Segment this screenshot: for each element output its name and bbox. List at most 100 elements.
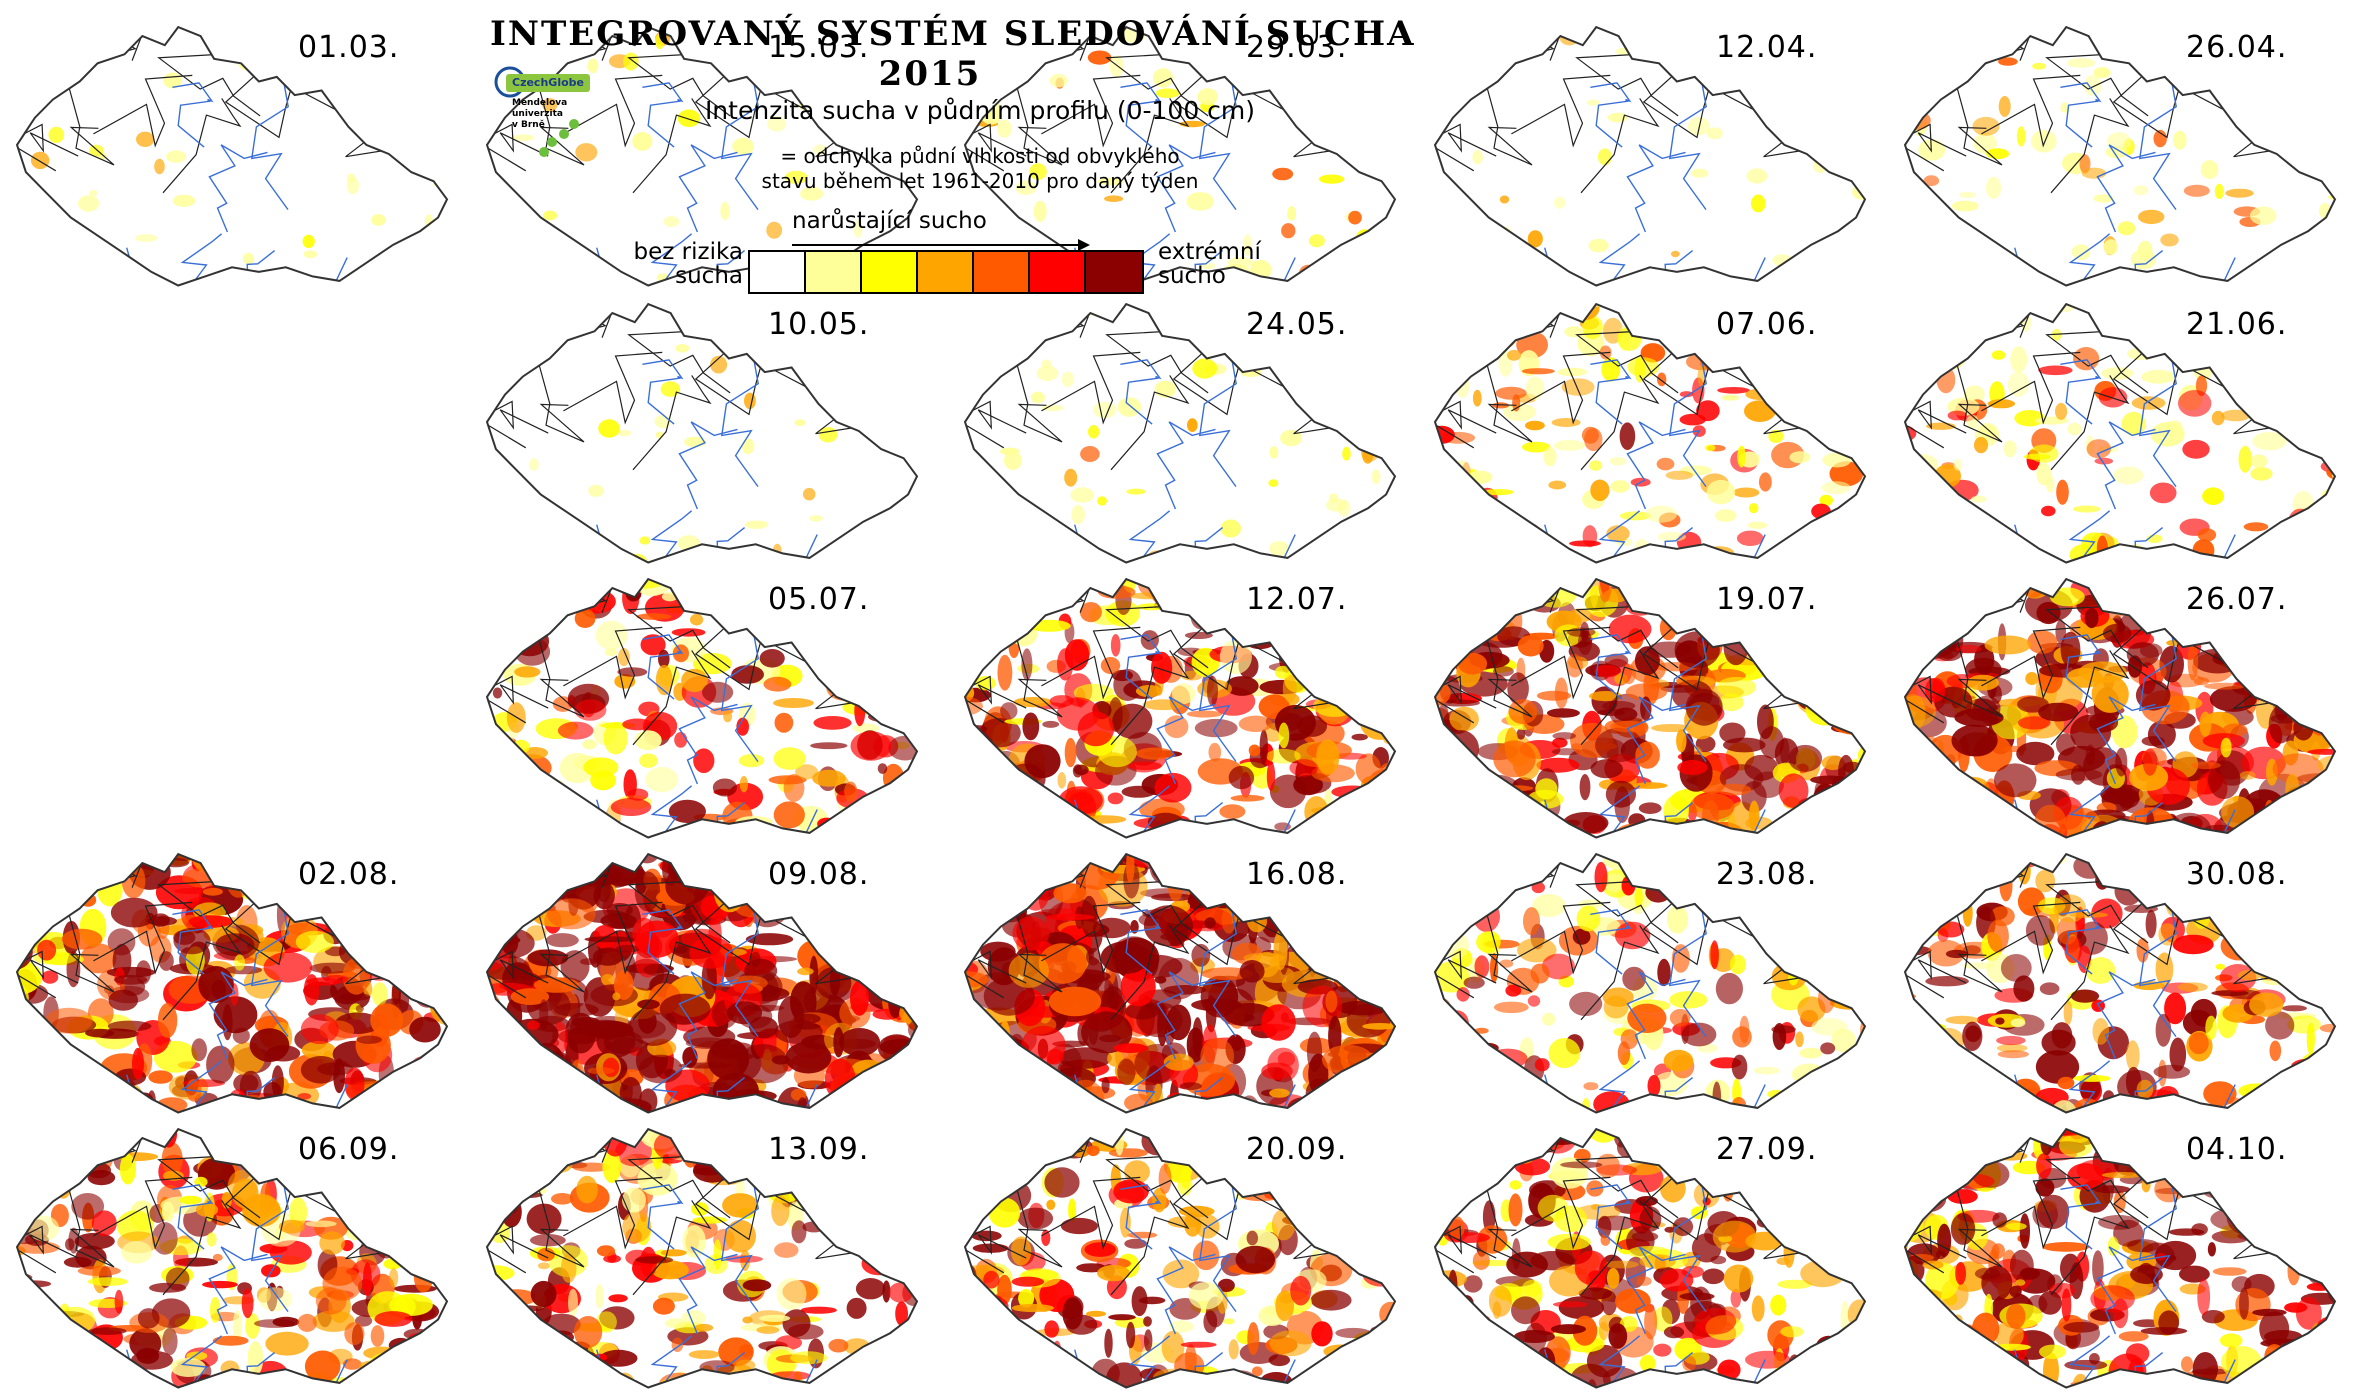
legend-left-line-2: sucha	[675, 263, 743, 289]
logo-mendel-1: Mendelova	[512, 98, 568, 108]
drought-map	[1433, 852, 1867, 1114]
country-border	[485, 577, 919, 839]
date-label: 29.03.	[1246, 30, 1348, 65]
drought-map	[15, 1127, 449, 1389]
map-panel-15-03: 15.03.	[478, 18, 926, 290]
country-border	[15, 1127, 449, 1389]
date-label: 04.10.	[2186, 1132, 2288, 1167]
map-panel-06-09: 06.09.	[8, 1120, 456, 1392]
map-panel-26-04: 26.04.	[1896, 18, 2344, 290]
country-border	[15, 25, 449, 287]
map-panel-21-06: 21.06.	[1896, 295, 2344, 567]
legend-right-line-2: sucho	[1158, 263, 1226, 289]
drought-map	[15, 852, 449, 1114]
date-label: 07.06.	[1716, 307, 1818, 342]
drought-map	[485, 302, 919, 564]
country-border	[1433, 302, 1867, 564]
map-panel-24-05: 24.05.	[956, 295, 1404, 567]
country-border	[963, 1127, 1397, 1389]
date-label: 19.07.	[1716, 582, 1818, 617]
logo: CzechGlobe Mendelova univerzita v Brně	[494, 60, 614, 170]
map-panel-10-05: 10.05.	[478, 295, 926, 567]
map-panel-16-08: 16.08.	[956, 845, 1404, 1117]
page-title: INTEGROVANÝ SYSTÉM SLEDOVÁNÍ SUCHA	[490, 14, 1416, 54]
date-label: 05.07.	[768, 582, 870, 617]
logo-czechglobe: CzechGlobe	[512, 76, 584, 89]
map-panel-20-09: 20.09.	[956, 1120, 1404, 1392]
note-line-2: stavu během let 1961-2010 pro daný týden	[761, 169, 1199, 193]
map-panel-29-03: 29.03.	[956, 18, 1404, 290]
country-border	[485, 1127, 919, 1389]
date-label: 16.08.	[1246, 857, 1348, 892]
date-label: 27.09.	[1716, 1132, 1818, 1167]
date-label: 15.03.	[768, 30, 870, 65]
drought-map	[1903, 577, 2337, 839]
map-panel-12-04: 12.04.	[1426, 18, 1874, 290]
legend-right-line-1: extrémní	[1158, 239, 1261, 265]
date-label: 26.04.	[2186, 30, 2288, 65]
date-label: 10.05.	[768, 307, 870, 342]
country-border	[1903, 1127, 2337, 1389]
legend-arrow-icon	[792, 239, 1090, 251]
map-panel-04-10: 04.10.	[1896, 1120, 2344, 1392]
date-label: 01.03.	[298, 30, 400, 65]
date-label: 09.08.	[768, 857, 870, 892]
legend-left-label: bez rizika sucha	[598, 240, 743, 288]
legend-swatch-2	[806, 252, 862, 292]
logo-mendel-3: v Brně	[512, 120, 545, 130]
country-border	[485, 25, 919, 287]
country-border	[1903, 577, 2337, 839]
date-label: 02.08.	[298, 857, 400, 892]
date-label: 06.09.	[298, 1132, 400, 1167]
date-label: 12.07.	[1246, 582, 1348, 617]
legend-left-line-1: bez rizika	[633, 239, 743, 265]
country-border	[15, 852, 449, 1114]
date-label: 24.05.	[1246, 307, 1348, 342]
country-border	[963, 302, 1397, 564]
drought-map	[485, 577, 919, 839]
date-label: 23.08.	[1716, 857, 1818, 892]
legend-swatch-4	[918, 252, 974, 292]
legend-swatch-3	[862, 252, 918, 292]
drought-map	[1903, 852, 2337, 1114]
legend-swatch-7	[1086, 252, 1142, 292]
country-border	[1433, 1127, 1867, 1389]
drought-map	[963, 302, 1397, 564]
logo-graphic-icon	[494, 66, 590, 157]
country-border	[1433, 577, 1867, 839]
drought-map	[15, 25, 449, 287]
logo-mendel-2: univerzita	[512, 109, 564, 119]
drought-map	[1903, 1127, 2337, 1389]
country-border	[1433, 25, 1867, 287]
map-panel-23-08: 23.08.	[1426, 845, 1874, 1117]
map-panel-30-08: 30.08.	[1896, 845, 2344, 1117]
drought-map	[1903, 302, 2337, 564]
drought-map	[485, 852, 919, 1114]
country-border	[1903, 852, 2337, 1114]
drought-map	[963, 852, 1397, 1114]
map-panel-26-07: 26.07.	[1896, 570, 2344, 842]
map-panel-09-08: 09.08.	[478, 845, 926, 1117]
legend-color-scale	[748, 250, 1144, 294]
drought-map	[485, 1127, 919, 1389]
date-label: 12.04.	[1716, 30, 1818, 65]
drought-map	[1433, 577, 1867, 839]
drought-map	[485, 25, 919, 287]
country-border	[963, 577, 1397, 839]
date-label: 26.07.	[2186, 582, 2288, 617]
country-border	[485, 852, 919, 1114]
legend-swatch-6	[1030, 252, 1086, 292]
legend-direction-label: narůstající sucho	[792, 208, 987, 234]
map-panel-02-08: 02.08.	[8, 845, 456, 1117]
map-panel-13-09: 13.09.	[478, 1120, 926, 1392]
date-label: 20.09.	[1246, 1132, 1348, 1167]
drought-map	[1903, 25, 2337, 287]
country-border	[1433, 852, 1867, 1114]
date-label: 13.09.	[768, 1132, 870, 1167]
map-panel-12-07: 12.07.	[956, 570, 1404, 842]
legend-swatch-1	[750, 252, 806, 292]
drought-map	[1433, 1127, 1867, 1389]
date-label: 30.08.	[2186, 857, 2288, 892]
map-panel-01-03: 01.03.	[8, 18, 456, 290]
